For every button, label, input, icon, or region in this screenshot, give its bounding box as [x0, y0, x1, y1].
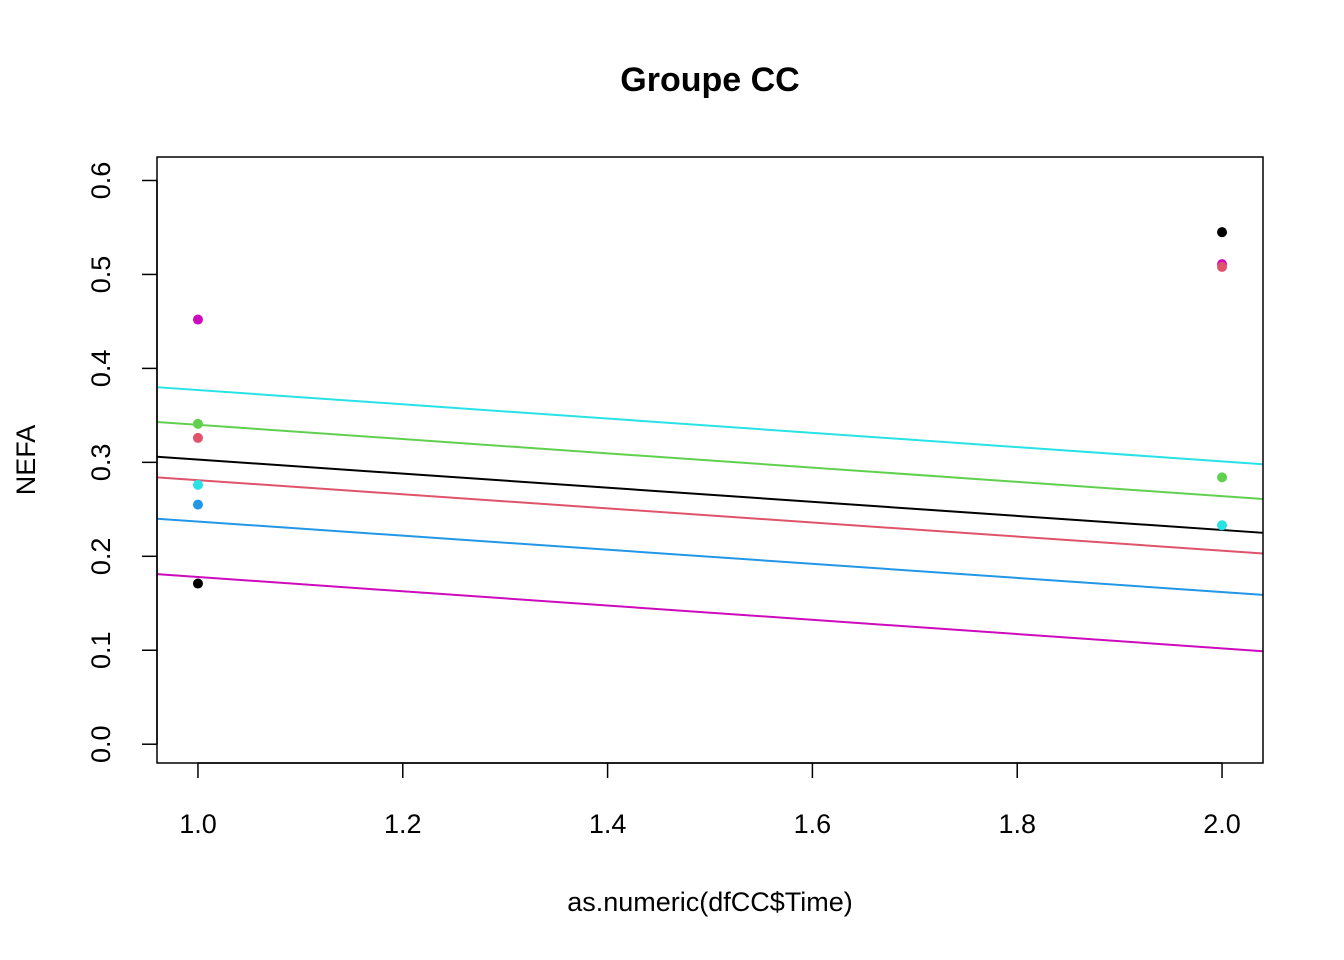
data-point [192, 479, 203, 490]
data-point [1217, 227, 1228, 238]
plot-content [156, 227, 1264, 653]
y-axis: 0.0 0.1 0.2 0.3 0.4 0.5 0.6 [86, 162, 158, 763]
x-tick-label: 1.6 [794, 809, 832, 839]
x-tick-label: 2.0 [1203, 809, 1241, 839]
regression-line [156, 455, 1264, 534]
data-point [1217, 261, 1228, 272]
regression-line [156, 420, 1264, 500]
y-tick-label: 0.1 [86, 631, 116, 669]
data-point [192, 314, 203, 325]
regression-line [156, 517, 1264, 596]
x-tick-label: 1.4 [589, 809, 627, 839]
chart-title: Groupe CC [620, 61, 799, 99]
data-point [192, 499, 203, 510]
y-axis-label: NEFA [11, 425, 41, 496]
y-tick-label: 0.3 [86, 444, 116, 482]
data-point [192, 432, 203, 443]
regression-line [156, 476, 1264, 555]
x-tick-label: 1.0 [179, 809, 217, 839]
y-tick-label: 0.0 [86, 725, 116, 763]
data-point [1217, 472, 1228, 483]
data-point [1217, 520, 1228, 531]
x-tick-label: 1.8 [998, 809, 1036, 839]
x-axis: 1.0 1.2 1.4 1.6 1.8 2.0 [179, 762, 1241, 839]
x-tick-label: 1.2 [384, 809, 422, 839]
y-tick-label: 0.6 [86, 162, 116, 200]
data-point [192, 578, 203, 589]
y-tick-label: 0.2 [86, 538, 116, 576]
regression-line [156, 386, 1264, 466]
y-tick-label: 0.4 [86, 350, 116, 388]
regression-line [156, 573, 1264, 653]
y-tick-label: 0.5 [86, 256, 116, 294]
data-point [192, 418, 203, 429]
x-axis-label: as.numeric(dfCC$Time) [567, 887, 853, 917]
